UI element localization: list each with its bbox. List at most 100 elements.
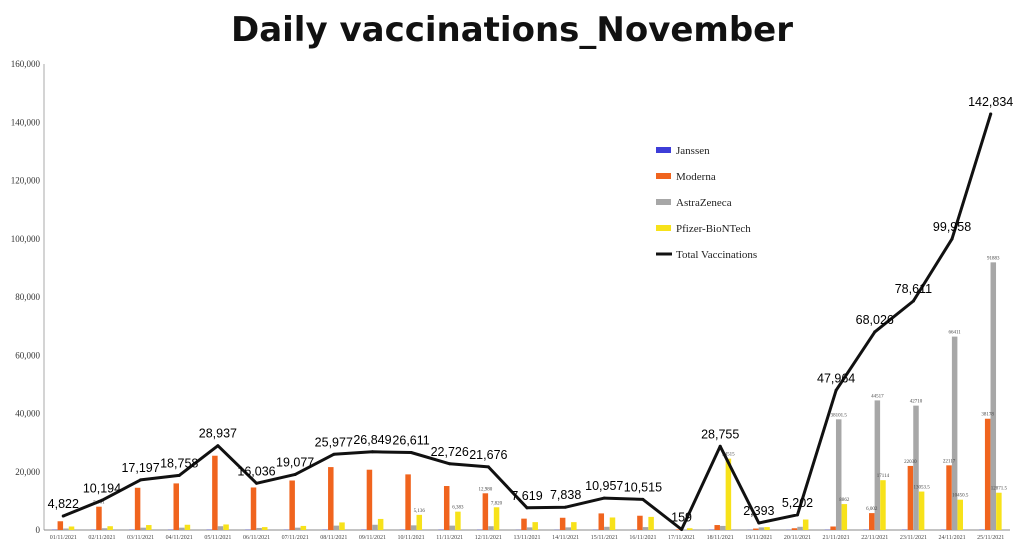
bar-moderna [482,493,489,530]
bar-moderna [96,506,102,530]
bar-data-label: 13053.5 [913,486,930,491]
bar-pfizer-biontech [377,518,384,530]
bar-moderna [559,517,566,530]
bar-moderna [212,455,218,530]
total-point [525,506,529,510]
total-data-label: 10,957 [585,479,623,493]
total-point [834,388,838,392]
bar-data-label: 10450.5 [952,494,969,499]
bar-pfizer-biontech [648,516,654,530]
total-data-label: 25,977 [315,435,353,449]
total-data-label: 21,676 [469,448,507,462]
x-tick-label: 08/11/2021 [320,535,347,541]
bar-moderna [289,480,295,530]
bar-data-label: 38178 [981,413,994,418]
total-point [873,330,877,334]
x-tick-label: 09/11/2021 [359,535,386,541]
bar-pfizer-biontech [609,517,616,530]
bar-pfizer-biontech [571,522,577,530]
bar-moderna [521,518,527,530]
x-tick-label: 19/11/2021 [745,535,772,541]
total-point [486,465,490,469]
legend-label: Total Vaccinations [676,249,757,261]
total-point [911,299,915,303]
bar-astrazeneca [372,524,378,530]
legend-swatch [656,173,671,179]
legend-swatch [656,225,671,231]
total-point [409,450,413,454]
total-data-label: 68,026 [856,313,894,327]
x-tick-label: 20/11/2021 [784,535,811,541]
x-tick-label: 18/11/2021 [707,535,734,541]
bar-astrazeneca [604,526,610,530]
y-tick-label: 80,000 [15,292,40,302]
x-tick-label: 21/11/2021 [823,535,850,541]
bar-pfizer-biontech [68,526,75,530]
total-vaccinations-line [61,112,993,531]
total-point [216,444,220,448]
bar-moderna [984,418,991,530]
bar-astrazeneca [295,527,301,530]
total-data-label: 159 [671,511,692,525]
y-tick-label: 100,000 [11,234,41,244]
total-point [293,472,297,476]
total-data-label: 4,822 [48,497,79,511]
bar-data-label: 38101.5 [831,413,848,418]
bar-pfizer-biontech [841,504,848,530]
x-tick-label: 04/11/2021 [166,535,193,541]
x-tick-label: 02/11/2021 [88,535,115,541]
bar-astrazeneca [797,526,803,530]
total-point [255,481,259,485]
bar-pfizer-biontech [416,514,423,530]
bar-astrazeneca [101,528,108,530]
bar-astrazeneca [449,525,456,530]
bar-moderna [714,525,720,530]
bar-pfizer-biontech [687,528,693,530]
bar-data-label: 5,161 [93,501,105,506]
bar-data-label: 66411 [948,331,961,336]
bar-pfizer-biontech [532,522,538,530]
total-point [370,450,374,454]
bar-moderna [791,528,798,530]
total-data-label: 10,194 [83,481,121,495]
total-data-label: 19,077 [276,455,314,469]
bar-data-label: 5,136 [414,509,426,514]
bar-moderna [366,469,373,530]
bar-pfizer-biontech [339,522,345,530]
total-data-label: 5,202 [782,496,813,510]
bar-pfizer-biontech [725,458,732,530]
bar-astrazeneca [140,527,146,530]
x-tick-label: 14/11/2021 [552,535,579,541]
bar-astrazeneca [565,527,571,530]
x-tick-label: 10/11/2021 [398,535,425,541]
bar-data-label: 22030 [904,460,917,465]
bar-astrazeneca [526,527,533,530]
total-point [950,237,954,241]
bar-data-label: 6,383 [452,506,464,511]
bar-astrazeneca [217,526,224,530]
bar-pfizer-biontech [918,491,925,530]
bar-pfizer-biontech [184,524,191,530]
bar-pfizer-biontech [455,511,461,530]
bar-astrazeneca [720,525,726,530]
bar-data-label: 8862 [839,498,850,503]
y-tick-label: 160,000 [11,59,41,69]
bar-pfizer-biontech [300,525,307,530]
total-data-label: 47,964 [817,371,855,385]
bar-moderna [907,465,914,530]
bar-data-label: 17114 [877,474,890,479]
total-data-label: 26,849 [353,433,391,447]
total-point [100,498,104,502]
bar-astrazeneca [874,400,881,530]
bar-moderna [637,515,643,530]
y-tick-label: 20,000 [15,467,40,477]
bar-astrazeneca [63,528,69,530]
legend-label: AstraZeneca [676,197,732,209]
bar-astrazeneca [951,336,958,530]
bar-moderna [598,513,605,530]
y-tick-label: 120,000 [11,176,41,186]
bar-pfizer-biontech [107,526,113,530]
bar-pfizer-biontech [880,480,886,530]
